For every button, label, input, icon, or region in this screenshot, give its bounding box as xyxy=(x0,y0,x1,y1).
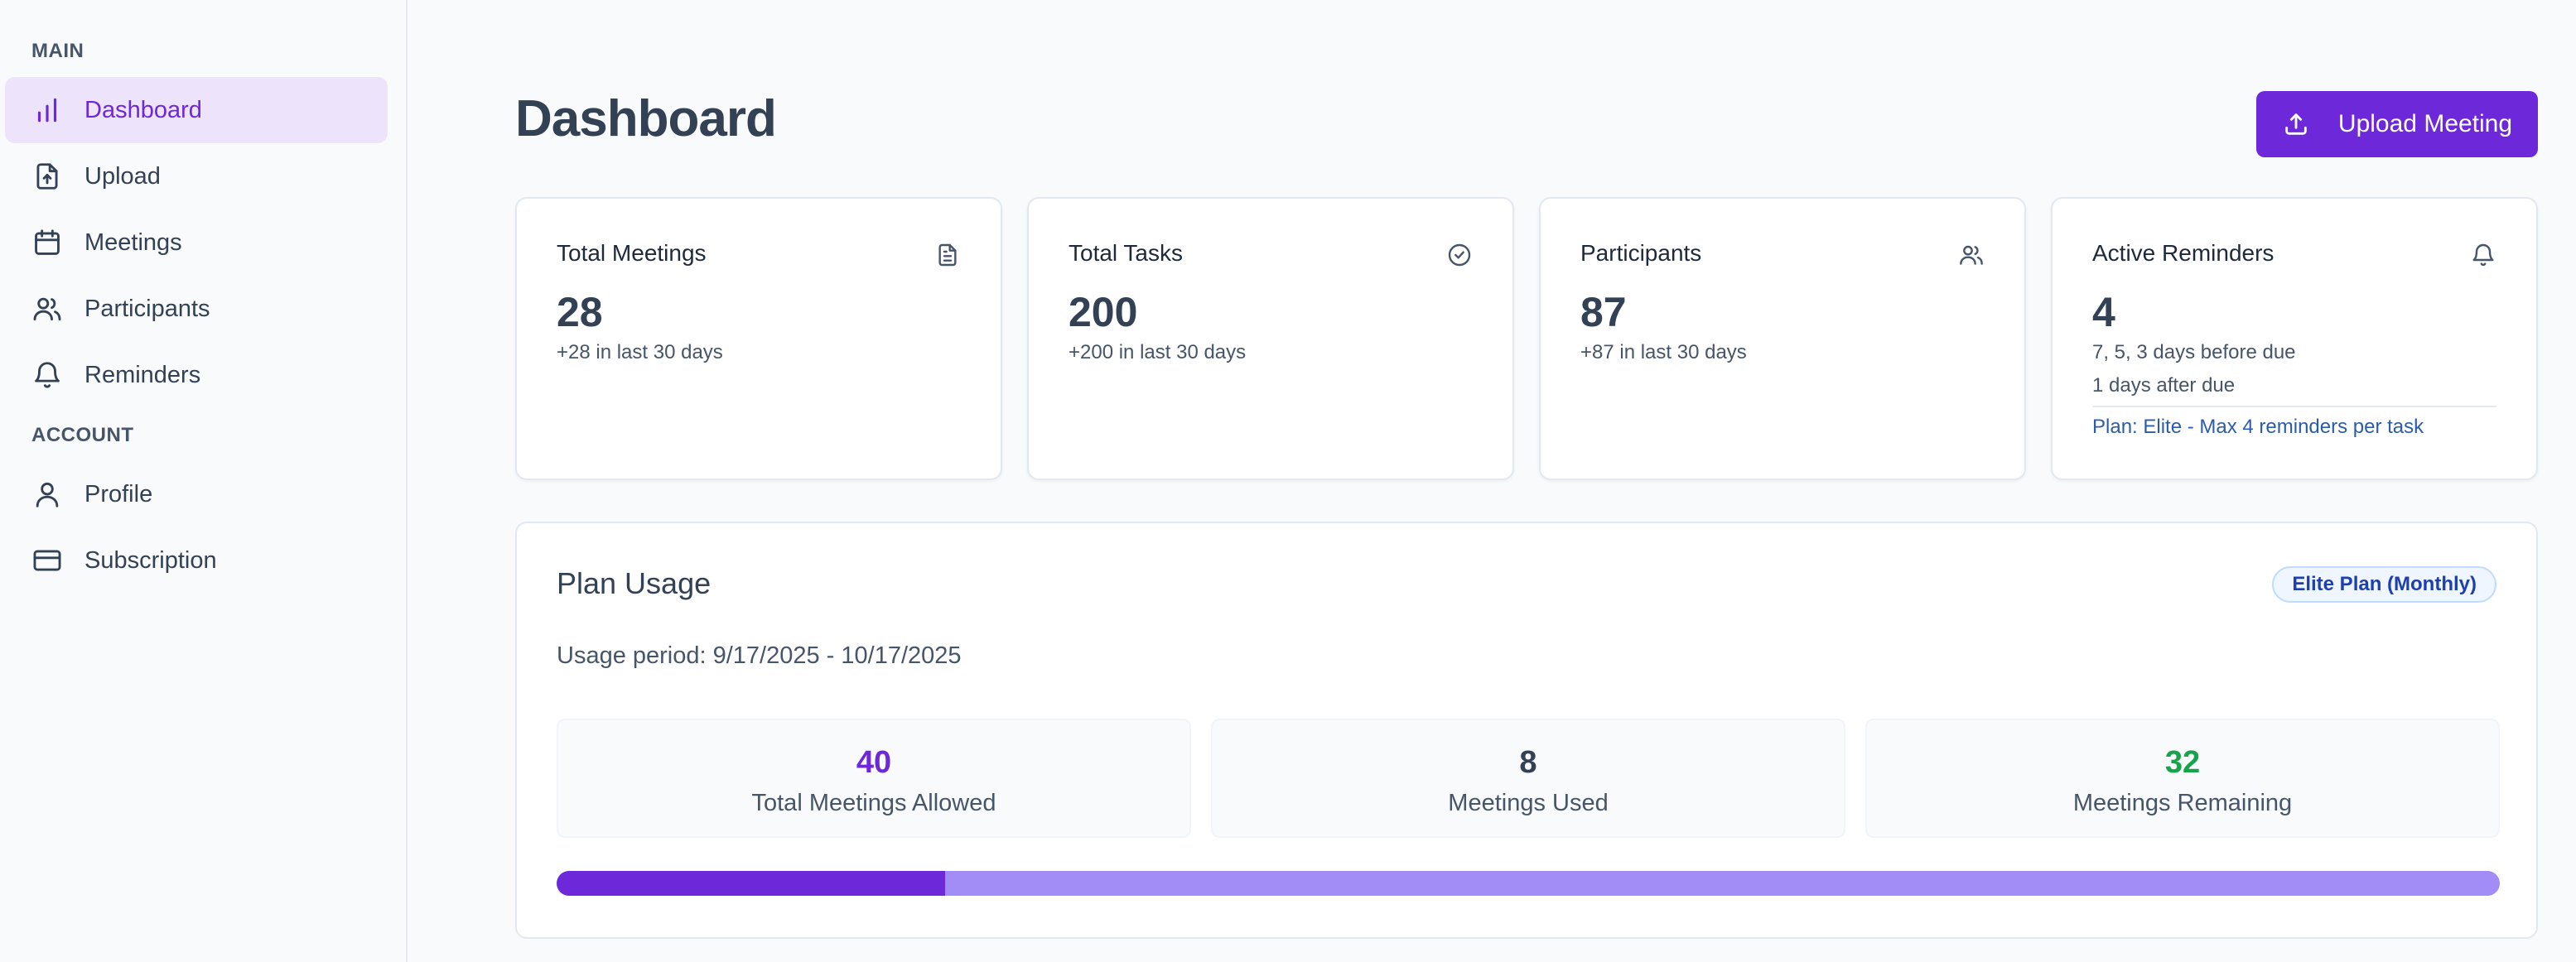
usage-label: Total Meetings Allowed xyxy=(751,790,996,816)
sidebar-item-profile[interactable]: Profile xyxy=(5,461,388,527)
users-icon xyxy=(1958,242,1985,268)
upload-icon xyxy=(2282,110,2310,138)
usage-label: Meetings Used xyxy=(1448,790,1609,816)
usage-box-used: 8 Meetings Used xyxy=(1211,719,1845,838)
card-title: Total Tasks xyxy=(1069,240,1183,266)
stat-card-total-meetings: Total Meetings 28 +28 in last 30 days xyxy=(515,197,1002,480)
usage-value: 8 xyxy=(1519,745,1537,780)
plan-badge: Elite Plan (Monthly) xyxy=(2272,566,2496,603)
upload-meeting-button[interactable]: Upload Meeting xyxy=(2256,91,2538,157)
sidebar-item-label: Dashboard xyxy=(84,96,202,123)
user-icon xyxy=(31,479,63,510)
sidebar-item-label: Upload xyxy=(84,162,161,190)
usage-box-total-allowed: 40 Total Meetings Allowed xyxy=(557,719,1191,838)
usage-box-remaining: 32 Meetings Remaining xyxy=(1865,719,2500,838)
card-divider xyxy=(2092,406,2496,407)
page-title: Dashboard xyxy=(515,90,777,147)
card-value: 200 xyxy=(1069,289,1138,335)
check-circle-icon xyxy=(1446,242,1473,268)
usage-progress-fill xyxy=(557,871,946,896)
sidebar-item-label: Participants xyxy=(84,295,210,322)
bell-icon xyxy=(31,359,63,391)
sidebar-item-upload[interactable]: Upload xyxy=(5,143,388,209)
plan-usage-title: Plan Usage xyxy=(557,566,712,600)
calendar-icon xyxy=(31,227,63,258)
card-subtext-secondary: 1 days after due xyxy=(2092,374,2236,397)
bar-chart-icon xyxy=(31,94,63,126)
stat-card-active-reminders: Active Reminders 4 7, 5, 3 days before d… xyxy=(2051,197,2538,480)
sidebar: MAIN Dashboard Upload Meetings Participa… xyxy=(0,0,408,962)
usage-label: Meetings Remaining xyxy=(2072,790,2293,816)
credit-card-icon xyxy=(31,545,63,576)
usage-value: 40 xyxy=(856,745,892,780)
sidebar-item-reminders[interactable]: Reminders xyxy=(5,342,388,408)
bell-icon xyxy=(2470,242,2496,268)
usage-progress-bar xyxy=(557,871,2500,896)
stat-card-participants: Participants 87 +87 in last 30 days xyxy=(1539,197,2026,480)
usage-period: Usage period: 9/17/2025 - 10/17/2025 xyxy=(557,642,962,669)
sidebar-item-participants[interactable]: Participants xyxy=(5,276,388,342)
stat-card-total-tasks: Total Tasks 200 +200 in last 30 days xyxy=(1027,197,1514,480)
sidebar-item-label: Reminders xyxy=(84,361,201,388)
sidebar-item-label: Subscription xyxy=(84,546,217,574)
usage-value: 32 xyxy=(2164,745,2201,780)
card-subtext: +200 in last 30 days xyxy=(1069,341,1247,363)
sidebar-section-main: MAIN xyxy=(31,40,84,62)
card-value: 28 xyxy=(557,289,603,335)
card-title: Participants xyxy=(1580,240,1702,266)
document-icon xyxy=(934,242,961,268)
card-subtext: +87 in last 30 days xyxy=(1580,341,1747,363)
card-plan-note: Plan: Elite - Max 4 reminders per task xyxy=(2092,416,2424,438)
card-subtext: +28 in last 30 days xyxy=(557,341,723,363)
sidebar-section-account: ACCOUNT xyxy=(31,424,134,446)
card-subtext: 7, 5, 3 days before due xyxy=(2092,341,2296,363)
sidebar-item-meetings[interactable]: Meetings xyxy=(5,209,388,276)
card-title: Active Reminders xyxy=(2092,240,2275,266)
users-icon xyxy=(31,293,63,325)
card-value: 87 xyxy=(1580,289,1627,335)
card-value: 4 xyxy=(2092,289,2115,335)
plan-usage-panel: Plan Usage Elite Plan (Monthly) Usage pe… xyxy=(515,522,2538,939)
upload-meeting-label: Upload Meeting xyxy=(2337,110,2513,137)
file-upload-icon xyxy=(31,161,63,192)
sidebar-item-dashboard[interactable]: Dashboard xyxy=(5,77,388,143)
card-title: Total Meetings xyxy=(557,240,707,266)
sidebar-item-subscription[interactable]: Subscription xyxy=(5,527,388,594)
sidebar-item-label: Meetings xyxy=(84,228,182,256)
sidebar-item-label: Profile xyxy=(84,480,153,507)
